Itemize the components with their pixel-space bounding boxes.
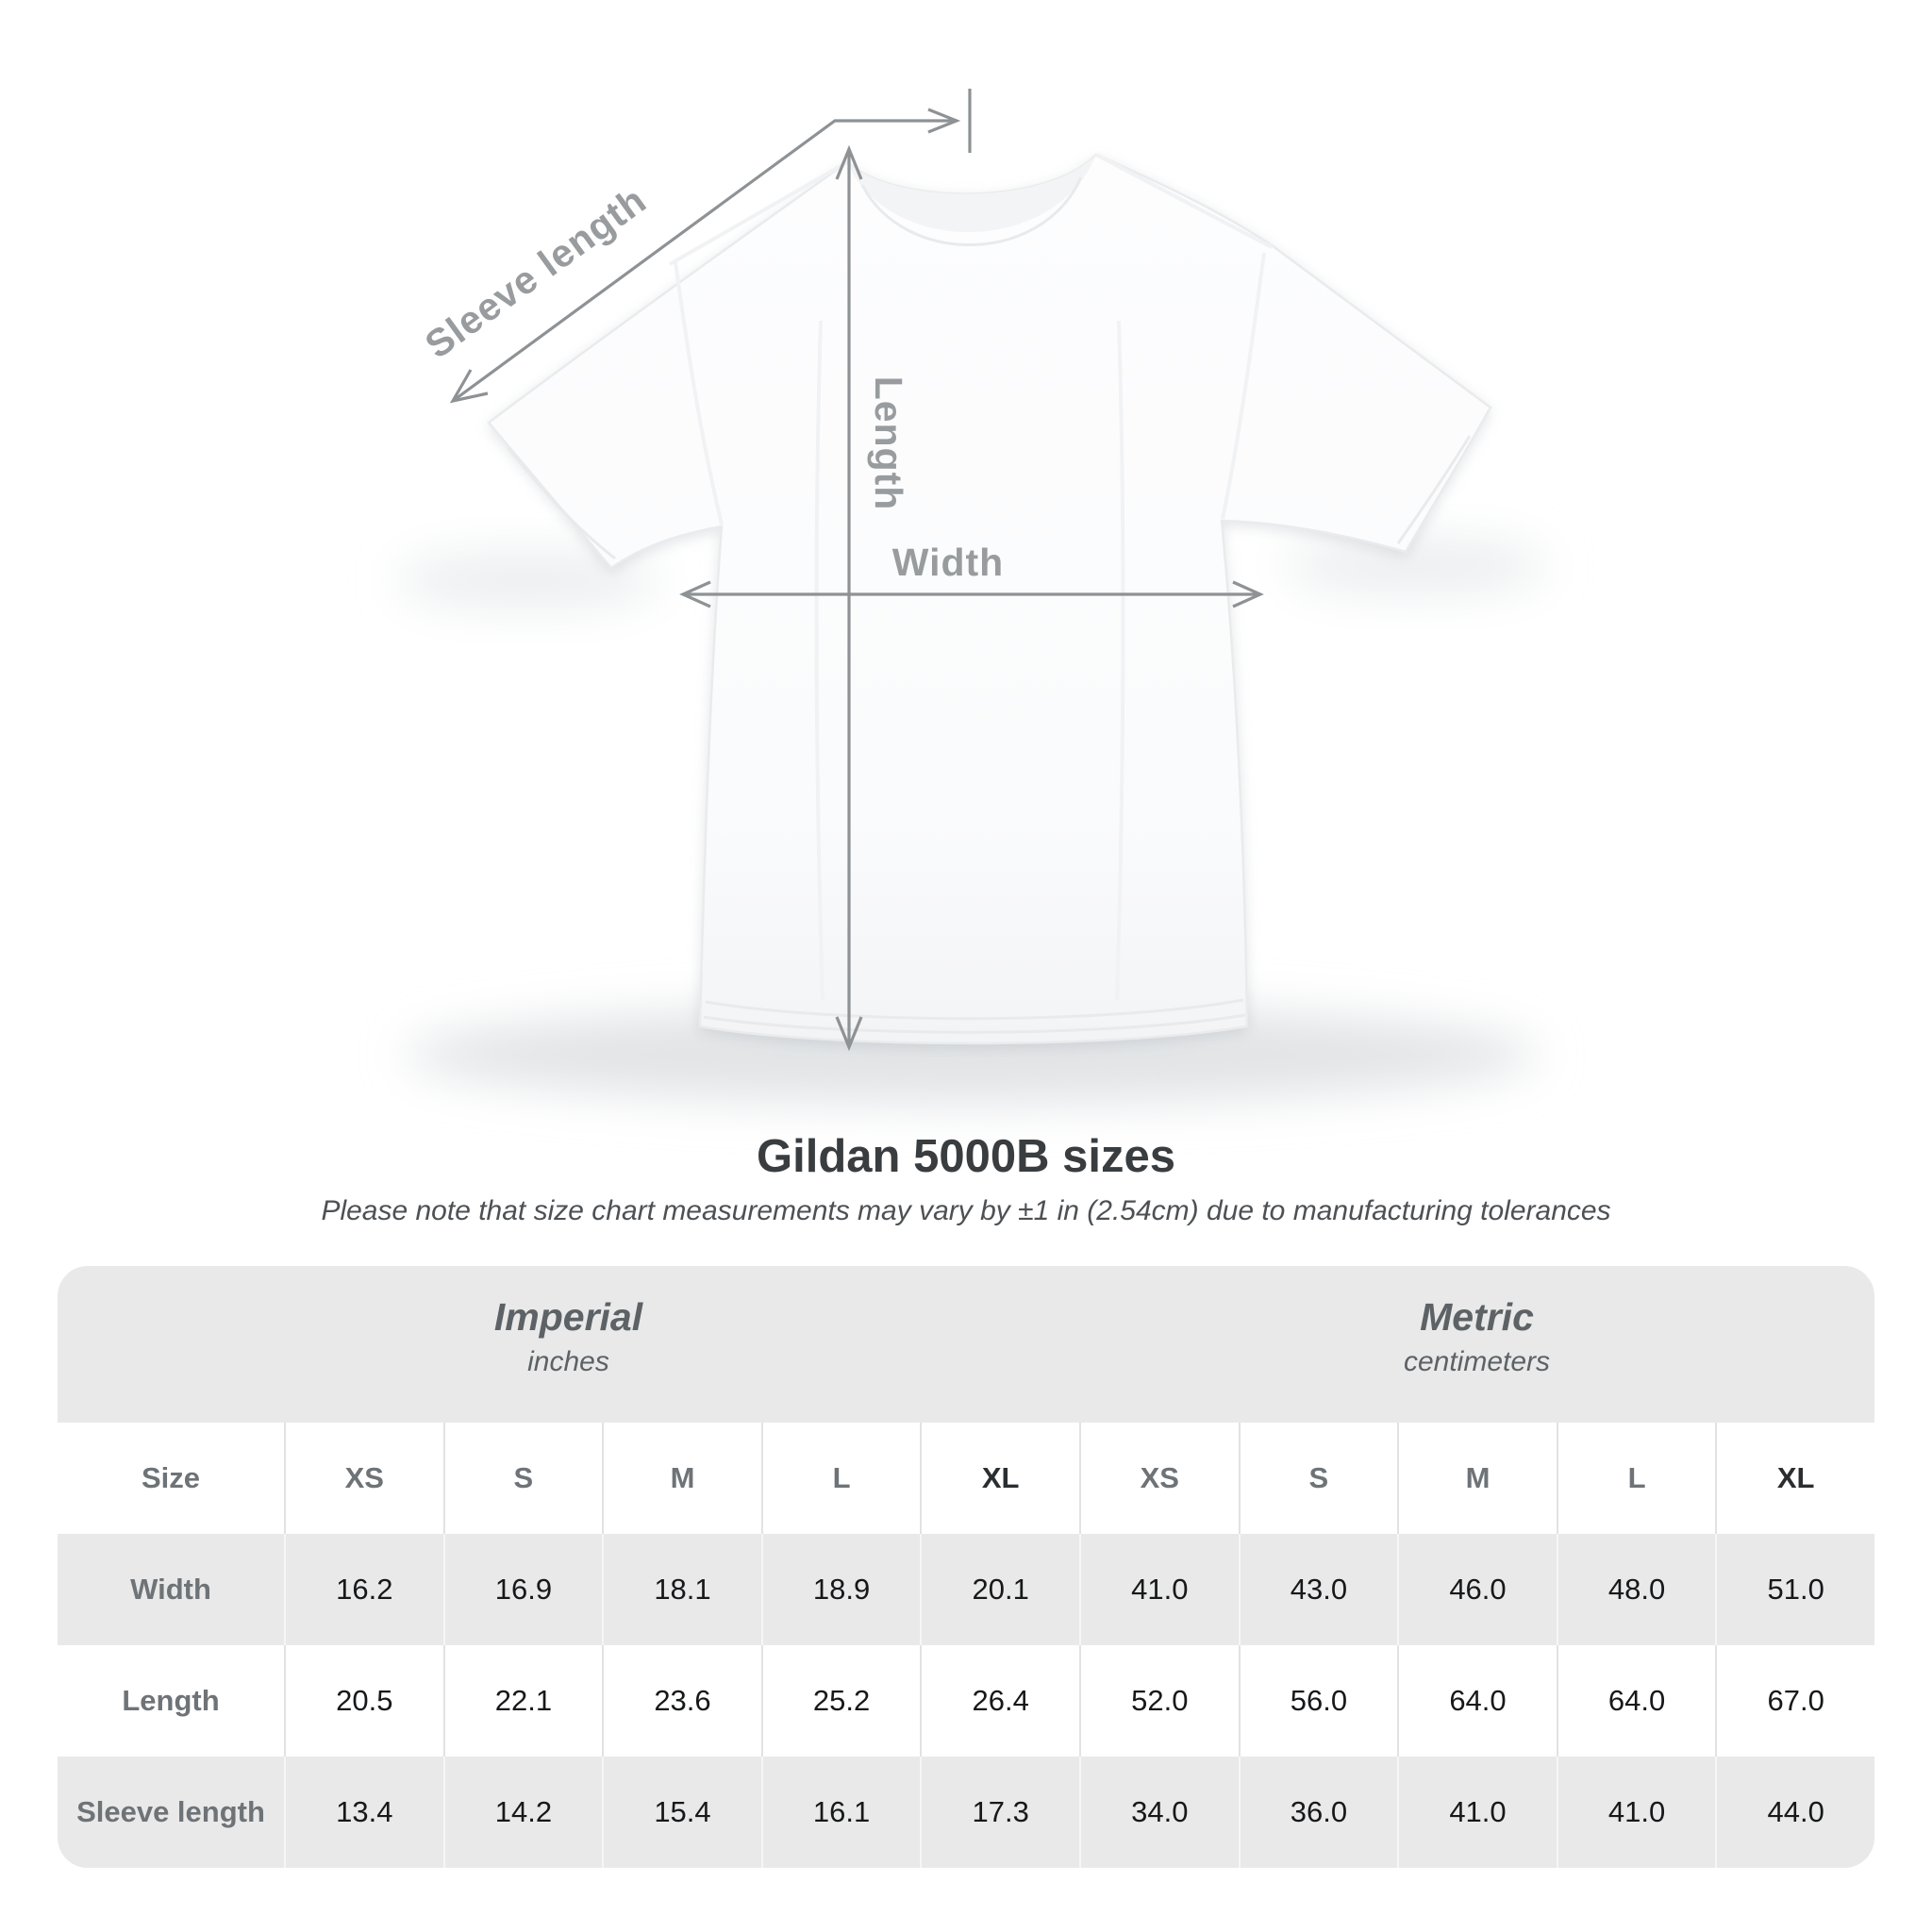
metric-header: Metric centimeters — [1079, 1266, 1874, 1423]
width-arrow: Width — [679, 541, 1264, 608]
sleeve-s-metric: 36.0 — [1238, 1757, 1398, 1868]
length-xl-metric: 67.0 — [1715, 1645, 1874, 1757]
sleeve-xs-imperial: 13.4 — [284, 1757, 443, 1868]
right-sleeve-seam — [1221, 252, 1266, 520]
width-s-metric: 43.0 — [1238, 1534, 1398, 1645]
right-shoulder-seam — [1095, 153, 1273, 249]
sleeve-m-imperial: 15.4 — [602, 1757, 761, 1868]
bottom-hem-stitch-2 — [703, 1013, 1246, 1034]
col-header-xs-imperial: XS — [284, 1423, 443, 1534]
imperial-header: Imperial inches — [58, 1266, 1079, 1423]
right-cuff-hem — [1396, 435, 1472, 544]
width-m-metric: 46.0 — [1397, 1534, 1557, 1645]
sleeve-xl-metric: 44.0 — [1715, 1757, 1874, 1868]
length-xs-metric: 52.0 — [1079, 1645, 1239, 1757]
length-label: Length — [867, 376, 910, 511]
length-s-metric: 56.0 — [1238, 1645, 1398, 1757]
fabric-crease-right — [1115, 320, 1125, 1001]
width-l-imperial: 18.9 — [760, 1534, 921, 1645]
col-header-m-imperial: M — [602, 1423, 761, 1534]
metric-header-name: Metric — [1420, 1295, 1534, 1339]
col-header-l-metric: L — [1556, 1423, 1716, 1534]
row-label-sleeve-length: Sleeve length — [58, 1757, 284, 1868]
length-m-imperial: 23.6 — [602, 1645, 761, 1757]
width-s-imperial: 16.9 — [442, 1534, 603, 1645]
col-header-xl-imperial: XL — [920, 1423, 1079, 1534]
length-m-metric: 64.0 — [1397, 1645, 1557, 1757]
col-header-size: Size — [58, 1423, 284, 1534]
col-header-l-imperial: L — [760, 1423, 921, 1534]
sleeve-l-metric: 41.0 — [1556, 1757, 1716, 1868]
row-label-length: Length — [58, 1645, 284, 1757]
tshirt-illustration — [487, 153, 1492, 1045]
collar-ribbing — [860, 176, 1083, 246]
length-xl-imperial: 26.4 — [920, 1645, 1079, 1757]
col-header-s-imperial: S — [442, 1423, 603, 1534]
left-shoulder-seam — [669, 160, 848, 266]
length-s-imperial: 22.1 — [442, 1645, 603, 1757]
width-xl-imperial: 20.1 — [920, 1534, 1079, 1645]
col-header-xl-metric: XL — [1715, 1423, 1874, 1534]
width-xs-imperial: 16.2 — [284, 1534, 443, 1645]
shirt-shadow — [396, 538, 1547, 1104]
size-table: Imperial inches Metric centimeters Size … — [58, 1266, 1874, 1868]
imperial-header-unit: inches — [527, 1346, 609, 1377]
neck-opening — [847, 155, 1096, 233]
left-sleeve-seam — [674, 261, 724, 525]
length-l-imperial: 25.2 — [760, 1645, 921, 1757]
size-grid: Size XS S M L XL XS S M L XL Width 16.2 … — [58, 1423, 1874, 1868]
page-title: Gildan 5000B sizes — [757, 1131, 1175, 1182]
fabric-crease-left — [814, 320, 824, 1001]
width-label: Width — [892, 541, 1004, 584]
width-l-metric: 48.0 — [1556, 1534, 1716, 1645]
width-xl-metric: 51.0 — [1715, 1534, 1874, 1645]
sleeve-m-metric: 41.0 — [1397, 1757, 1557, 1868]
col-header-xs-metric: XS — [1079, 1423, 1239, 1534]
length-l-metric: 64.0 — [1556, 1645, 1716, 1757]
imperial-header-name: Imperial — [493, 1295, 643, 1339]
row-label-width: Width — [58, 1534, 284, 1645]
length-arrow: Length — [835, 144, 910, 1052]
unit-header-band: Imperial inches Metric centimeters — [58, 1266, 1874, 1423]
length-xs-imperial: 20.5 — [284, 1645, 443, 1757]
tolerance-note: Please note that size chart measurements… — [321, 1195, 1611, 1226]
left-cuff-hem — [506, 446, 616, 560]
col-header-s-metric: S — [1238, 1423, 1398, 1534]
sleeve-xl-imperial: 17.3 — [920, 1757, 1079, 1868]
metric-header-unit: centimeters — [1403, 1346, 1551, 1377]
sleeve-xs-metric: 34.0 — [1079, 1757, 1239, 1868]
bottom-hem-stitch-1 — [705, 998, 1244, 1021]
tshirt-diagram: Sleeve length Length Width — [396, 89, 1547, 1104]
width-m-imperial: 18.1 — [602, 1534, 761, 1645]
sleeve-l-imperial: 16.1 — [760, 1757, 921, 1868]
col-header-m-metric: M — [1397, 1423, 1557, 1534]
sleeve-s-imperial: 14.2 — [442, 1757, 603, 1868]
width-xs-metric: 41.0 — [1079, 1534, 1239, 1645]
